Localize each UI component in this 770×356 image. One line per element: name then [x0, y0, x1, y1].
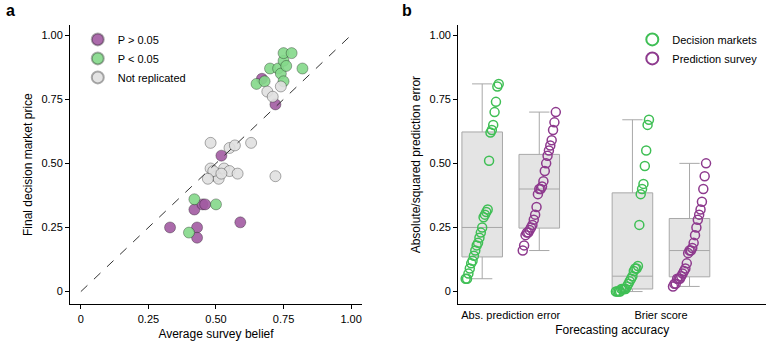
svg-text:0: 0	[57, 285, 63, 297]
svg-text:P > 0.05: P > 0.05	[118, 34, 159, 46]
svg-text:Decision markets: Decision markets	[672, 34, 757, 46]
svg-text:0: 0	[445, 285, 451, 297]
svg-text:Final decision market price: Final decision market price	[21, 93, 35, 236]
svg-text:P < 0.05: P < 0.05	[118, 53, 159, 65]
svg-text:Prediction survey: Prediction survey	[672, 53, 757, 65]
svg-text:1.00: 1.00	[41, 29, 62, 41]
svg-text:0.25: 0.25	[41, 221, 62, 233]
svg-text:Abs. prediction error: Abs. prediction error	[461, 309, 560, 321]
svg-text:0.25: 0.25	[138, 313, 159, 325]
svg-text:0.75: 0.75	[41, 93, 62, 105]
svg-text:0: 0	[78, 313, 84, 325]
svg-text:1.00: 1.00	[430, 29, 451, 41]
svg-text:0.50: 0.50	[430, 157, 451, 169]
svg-text:Average survey belief: Average survey belief	[158, 327, 274, 341]
svg-text:b: b	[402, 2, 412, 19]
svg-text:Brier score: Brier score	[634, 309, 687, 321]
svg-text:0.50: 0.50	[41, 157, 62, 169]
svg-text:0.50: 0.50	[205, 313, 226, 325]
svg-text:Absolute/squared prediction er: Absolute/squared prediction error	[409, 76, 423, 253]
svg-text:1.00: 1.00	[340, 313, 361, 325]
svg-text:Not replicated: Not replicated	[118, 72, 186, 84]
svg-text:0.75: 0.75	[430, 93, 451, 105]
svg-text:0.25: 0.25	[430, 221, 451, 233]
svg-text:0.75: 0.75	[273, 313, 294, 325]
svg-text:a: a	[6, 2, 15, 19]
svg-text:Forecasting accuracy: Forecasting accuracy	[555, 323, 669, 337]
